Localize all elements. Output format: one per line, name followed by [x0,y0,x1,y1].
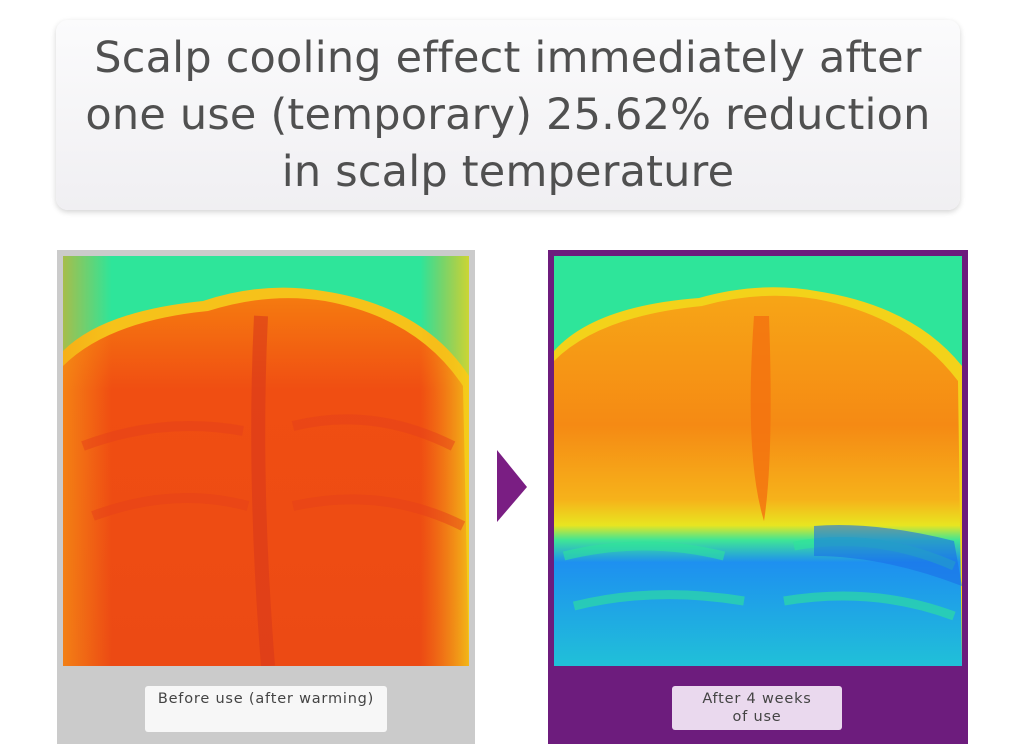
title-box: Scalp cooling effect immediately after o… [56,20,960,210]
caption: Before use (after warming) [145,686,387,732]
title: Scalp cooling effect immediately after o… [85,32,931,197]
before-panel: Before use (after warming) [57,250,475,744]
caption: After 4 weeks of use [672,686,842,730]
arrow [497,450,527,522]
after-panel: After 4 weeks of use [548,250,968,744]
thermal-image-after [554,256,962,666]
thermal-image-before [63,256,469,666]
